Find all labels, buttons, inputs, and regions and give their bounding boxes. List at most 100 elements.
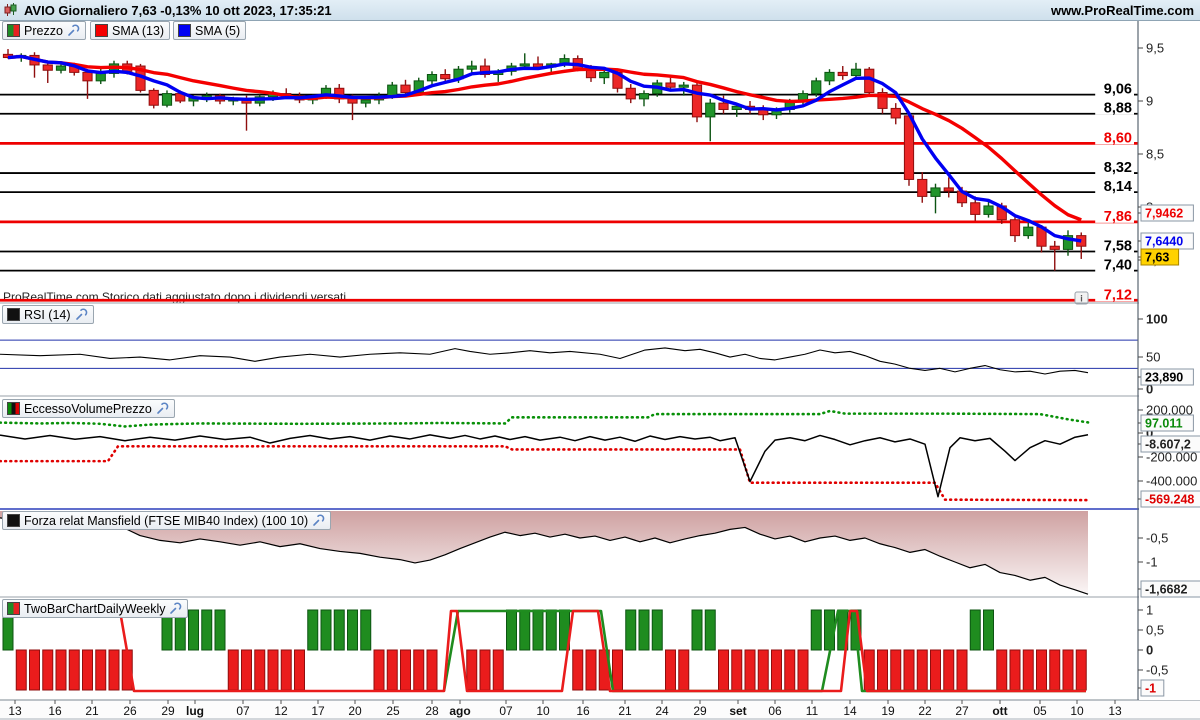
twobar-red-bar bbox=[492, 649, 504, 691]
candle-body bbox=[82, 71, 93, 82]
twobar-red-bar bbox=[55, 649, 67, 691]
volume-marker: -8.607,2 bbox=[1145, 438, 1191, 452]
wrench-icon[interactable] bbox=[156, 402, 169, 415]
twobar-green-bar bbox=[320, 609, 332, 651]
candle-body bbox=[638, 93, 650, 100]
candle-body bbox=[705, 102, 716, 118]
twobar-axis-label: 0 bbox=[1146, 643, 1153, 658]
legend-chip-sma13[interactable]: SMA (13) bbox=[90, 21, 171, 40]
twobar-red-bar bbox=[1036, 649, 1047, 691]
panel-chip-mansfield[interactable]: Forza relat Mansfield (FTSE MIB40 Index)… bbox=[2, 511, 332, 530]
candle-body bbox=[55, 65, 67, 71]
twobar-red-bar bbox=[280, 649, 292, 691]
twobar-red-bar bbox=[744, 649, 756, 691]
date-label: 29 bbox=[693, 704, 707, 718]
candle-body bbox=[930, 187, 941, 197]
candle-body bbox=[466, 65, 477, 70]
date-label: 22 bbox=[918, 704, 932, 718]
twobar-red-bar bbox=[1049, 649, 1061, 691]
date-label: 29 bbox=[161, 704, 175, 718]
volume-axis-label: -200.000 bbox=[1146, 450, 1197, 465]
sma5-swatch bbox=[178, 24, 191, 37]
rsi-axis-label: 0 bbox=[1146, 382, 1153, 397]
candle-body bbox=[1009, 219, 1021, 237]
price-axis-label: 9 bbox=[1146, 94, 1153, 109]
candle-body bbox=[161, 93, 173, 106]
candle-body bbox=[400, 84, 411, 94]
date-label: 13 bbox=[1108, 704, 1122, 718]
candle-body bbox=[42, 64, 53, 71]
twobar-green-bar bbox=[333, 609, 345, 651]
twobar-red-bar bbox=[479, 649, 491, 691]
twobar-swatch bbox=[7, 602, 20, 615]
twobar-red-bar bbox=[903, 649, 915, 691]
candle-body bbox=[890, 107, 901, 119]
twobar-red-bar bbox=[267, 649, 279, 691]
twobar-green-bar bbox=[360, 609, 372, 651]
twobar-axis-label: 1 bbox=[1146, 603, 1153, 618]
date-label: ott bbox=[992, 704, 1007, 718]
rsi-marker: 23,890 bbox=[1145, 371, 1183, 385]
candle-body bbox=[731, 105, 742, 110]
site-link[interactable]: www.ProRealTime.com bbox=[1050, 2, 1194, 18]
twobar-red-bar bbox=[466, 649, 478, 691]
date-label: 20 bbox=[348, 704, 362, 718]
wrench-icon[interactable] bbox=[67, 24, 80, 37]
wrench-icon[interactable] bbox=[75, 308, 88, 321]
candle-body bbox=[678, 84, 689, 88]
twobar-red-bar bbox=[42, 649, 54, 691]
date-label: ago bbox=[449, 704, 470, 718]
twobar-green-bar bbox=[532, 609, 544, 651]
legend-chip-price[interactable]: Prezzo bbox=[2, 21, 86, 40]
volume-label: EccessoVolumePrezzo bbox=[24, 401, 152, 416]
twobar-axis-label: 0,5 bbox=[1146, 623, 1164, 638]
candle-body bbox=[837, 71, 848, 77]
volume-axis-label: 0 bbox=[1146, 426, 1153, 441]
twobar-red-bar bbox=[996, 649, 1008, 691]
date-label: 13 bbox=[8, 704, 22, 718]
twobar-axis-label: -0,5 bbox=[1146, 663, 1168, 678]
candle-body bbox=[360, 99, 371, 104]
twobar-red-bar bbox=[227, 649, 239, 691]
panel-chip-rsi[interactable]: RSI (14) bbox=[2, 305, 94, 324]
candle-body bbox=[625, 87, 636, 100]
chart-title: AVIO Giornaliero 7,63 -0,13% 10 ott 2023… bbox=[24, 2, 332, 18]
wrench-icon[interactable] bbox=[169, 602, 182, 615]
legend-chip-sma5[interactable]: SMA (5) bbox=[173, 21, 247, 40]
level-label: 7,86 bbox=[1104, 209, 1132, 225]
twobar-red-bar bbox=[29, 649, 40, 691]
twobar-marker: -1 bbox=[1145, 682, 1156, 696]
twobar-red-bar bbox=[678, 649, 690, 691]
candle-body bbox=[440, 74, 451, 80]
panel-chip-twobar[interactable]: TwoBarChartDailyWeekly bbox=[2, 599, 189, 618]
date-label: 24 bbox=[655, 704, 669, 718]
twobar-red-bar bbox=[1075, 649, 1087, 691]
twobar-red-bar bbox=[400, 649, 411, 691]
twobar-red-bar bbox=[68, 649, 80, 691]
twobar-red-bar bbox=[373, 649, 385, 691]
mansfield-line bbox=[0, 517, 1089, 595]
level-label-bg bbox=[1095, 129, 1134, 145]
volume-axis-label: 200.000 bbox=[1146, 403, 1193, 418]
panel-chip-volume[interactable]: EccessoVolumePrezzo bbox=[2, 399, 175, 418]
twobar-red-bar bbox=[1009, 649, 1021, 691]
candle-body bbox=[665, 82, 676, 88]
candle-body bbox=[691, 84, 703, 118]
twobar-red-bar bbox=[916, 649, 928, 691]
volume-axis-label: -400.000 bbox=[1146, 474, 1197, 489]
date-label: 10 bbox=[1070, 704, 1084, 718]
sma13-swatch bbox=[95, 24, 108, 37]
mansfield-marker: -1,6682 bbox=[1145, 583, 1187, 597]
price-marker: 7,6440 bbox=[1145, 235, 1183, 249]
date-label: 10 bbox=[536, 704, 550, 718]
twobar-green-bar bbox=[983, 609, 994, 651]
date-label: 11 bbox=[806, 704, 819, 718]
wrench-icon[interactable] bbox=[312, 514, 325, 527]
candle-body bbox=[599, 71, 610, 79]
twobar-red-bar bbox=[665, 649, 676, 691]
date-label: 07 bbox=[499, 704, 513, 718]
rsi-marker-box bbox=[1140, 368, 1194, 386]
info-icon: i bbox=[1080, 294, 1083, 304]
date-label: 16 bbox=[576, 704, 590, 718]
